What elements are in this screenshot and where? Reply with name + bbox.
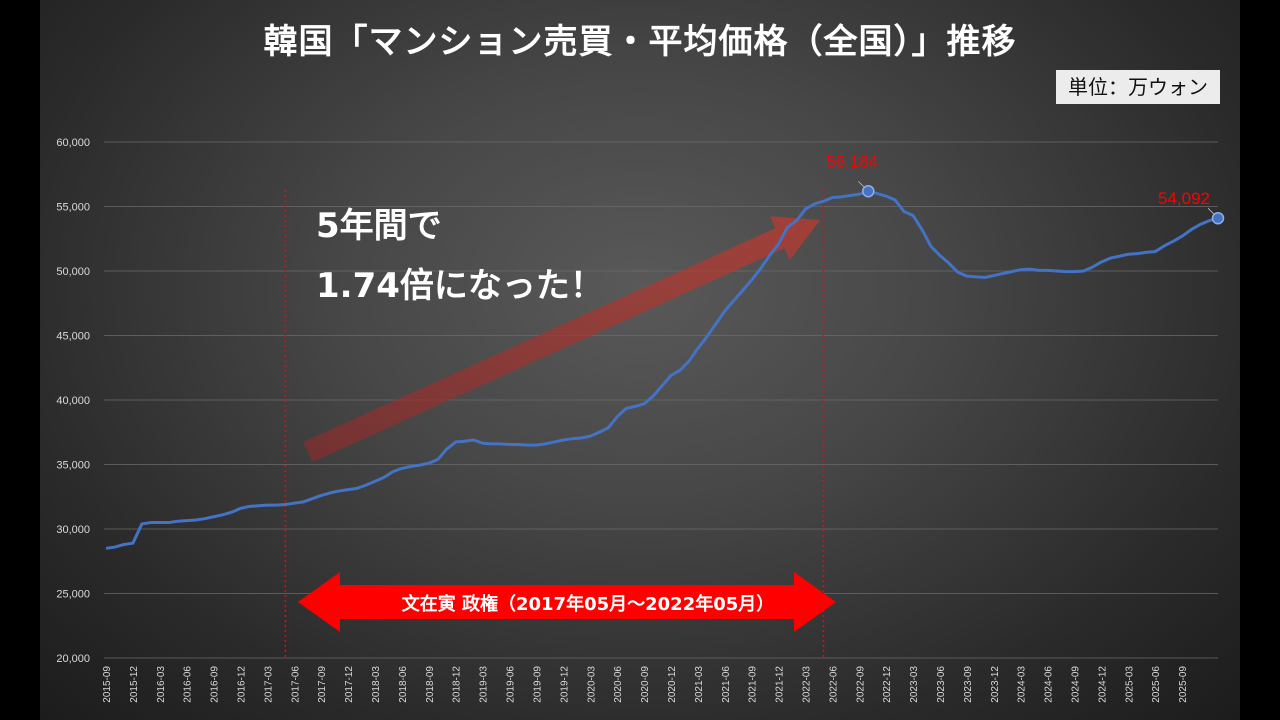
annotation-line-1: 5年間で: [316, 206, 442, 246]
x-tick-label: 2018-03: [371, 666, 382, 703]
y-tick-label: 50,000: [56, 266, 90, 278]
x-tick-label: 2023-12: [990, 666, 1001, 703]
y-tick-label: 60,000: [56, 137, 90, 149]
x-tick-label: 2023-09: [963, 666, 974, 703]
y-tick-label: 45,000: [56, 331, 90, 343]
data-label: 54,092: [1158, 189, 1210, 208]
x-tick-label: 2024-03: [1017, 666, 1028, 703]
x-tick-label: 2022-12: [882, 666, 893, 703]
x-tick-label: 2025-09: [1178, 666, 1189, 703]
x-tick-label: 2019-06: [506, 666, 517, 703]
x-tick-label: 2017-12: [344, 666, 355, 703]
x-tick-label: 2016-12: [237, 666, 248, 703]
x-tick-label: 2021-09: [748, 666, 759, 703]
x-tick-label: 2022-03: [801, 666, 812, 703]
y-tick-label: 25,000: [56, 589, 90, 601]
x-tick-label: 2020-09: [640, 666, 651, 703]
x-tick-label: 2017-06: [290, 666, 301, 703]
x-tick-label: 2018-12: [452, 666, 463, 703]
x-tick-label: 2017-03: [263, 666, 274, 703]
x-tick-label: 2025-03: [1124, 666, 1135, 703]
x-tick-label: 2015-09: [102, 666, 113, 703]
line-chart: 20,000 25,000 30,000 35,000 40,000 45,000 50,0…: [56, 137, 1225, 703]
x-tick-label: 2016-06: [183, 666, 194, 703]
x-tick-label: 2022-06: [828, 666, 839, 703]
x-tick-label: 2016-03: [156, 666, 167, 703]
x-tick-label: 2023-06: [936, 666, 947, 703]
y-tick-label: 55,000: [56, 202, 90, 214]
x-tick-label: 2025-06: [1151, 666, 1162, 703]
x-tick-label: 2019-03: [479, 666, 490, 703]
x-tick-label: 2020-06: [613, 666, 624, 703]
x-tick-label: 2018-06: [398, 666, 409, 703]
x-tick-label: 2024-09: [1071, 666, 1082, 703]
slide-background: 20,000 25,000 30,000 35,000 40,000 45,000 50,0…: [40, 0, 1240, 720]
growth-annotation: 5年間で 1.74倍になった！: [316, 196, 604, 316]
y-tick-label: 40,000: [56, 395, 90, 407]
y-tick-label: 30,000: [56, 524, 90, 536]
x-tick-label: 2016-09: [210, 666, 221, 703]
x-tick-label: 2021-03: [694, 666, 705, 703]
x-tick-label: 2019-12: [559, 666, 570, 703]
annotation-line-2: 1.74倍になった！: [316, 266, 604, 306]
x-tick-label: 2023-03: [909, 666, 920, 703]
data-label: 56,184: [826, 152, 878, 171]
x-tick-label: 2021-06: [721, 666, 732, 703]
y-tick-label: 35,000: [56, 460, 90, 472]
price-series-line: [105, 189, 1219, 550]
data-point-marker: [1211, 211, 1225, 225]
x-tick-label: 2022-09: [855, 666, 866, 703]
regime-label: 文在寅 政権（2017年05月～2022年05月）: [401, 594, 775, 615]
x-tick-label: 2019-09: [532, 666, 543, 703]
x-tick-label: 2018-09: [425, 666, 436, 703]
x-tick-label: 2017-09: [317, 666, 328, 703]
x-tick-label: 2020-03: [586, 666, 597, 703]
x-tick-label: 2024-06: [1044, 666, 1055, 703]
x-tick-label: 2020-12: [667, 666, 678, 703]
page-title: 韓国「マンション売買・平均価格（全国）」推移: [263, 22, 1017, 62]
regime-double-arrow: [298, 572, 836, 632]
x-tick-label: 2015-12: [129, 666, 140, 703]
x-tick-label: 2021-12: [775, 666, 786, 703]
data-point-marker: [862, 184, 875, 198]
x-tick-label: 2024-12: [1097, 666, 1108, 703]
growth-arrow: [303, 216, 820, 463]
unit-label: 単位：万ウォン: [1056, 70, 1220, 104]
y-tick-label: 20,000: [56, 653, 90, 665]
